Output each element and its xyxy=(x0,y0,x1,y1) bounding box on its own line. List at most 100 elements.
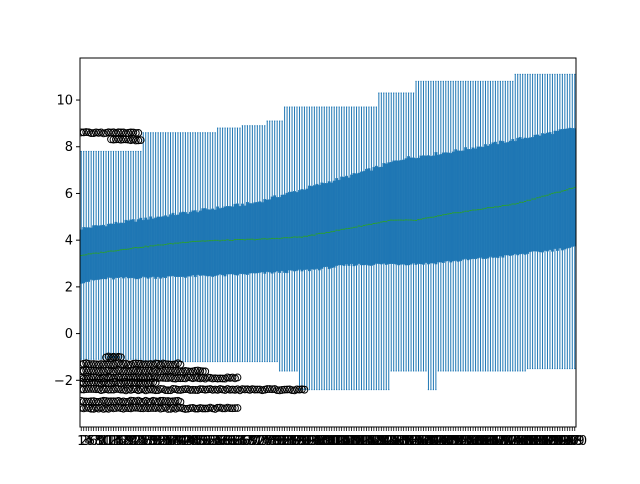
box xyxy=(558,129,562,249)
flier-point xyxy=(226,373,234,382)
flier-point xyxy=(213,403,222,412)
box xyxy=(97,225,100,280)
x-tick-label: 188 xyxy=(533,434,558,449)
x-tick-label: 153 xyxy=(446,434,471,449)
x-tick-label: 36 xyxy=(160,434,177,449)
x-tick-label: 128 xyxy=(384,434,409,449)
box xyxy=(412,157,415,264)
x-tick-label: 173 xyxy=(495,434,520,449)
flier-point xyxy=(134,359,143,368)
box xyxy=(330,182,334,268)
box xyxy=(548,131,552,251)
flier-point xyxy=(94,128,103,137)
box xyxy=(506,142,510,256)
x-tick-label: 71 xyxy=(247,434,264,449)
flier-point xyxy=(293,385,301,394)
flier-point xyxy=(186,386,195,394)
x-tick-label: 42 xyxy=(175,434,192,449)
x-tick-label: 189 xyxy=(535,434,560,449)
box xyxy=(513,140,517,255)
flier-point xyxy=(203,373,212,382)
flier-point xyxy=(208,374,217,383)
box xyxy=(451,151,455,262)
x-tick-label: 43 xyxy=(177,434,194,449)
x-tick-label: 156 xyxy=(453,434,478,449)
box xyxy=(312,185,316,270)
box xyxy=(570,128,574,247)
x-tick-label: 62 xyxy=(224,434,241,449)
box xyxy=(436,154,440,263)
x-tick-label: 152 xyxy=(443,434,468,449)
x-tick-label: 5 xyxy=(87,434,95,449)
x-tick-label: 199 xyxy=(560,434,585,449)
x-tick-label: 46 xyxy=(185,434,202,449)
box xyxy=(429,155,433,264)
x-tick-label: 126 xyxy=(379,434,404,449)
x-tick-label: 78 xyxy=(264,434,281,449)
flier-point xyxy=(84,385,93,393)
x-tick-label: 40 xyxy=(170,434,187,449)
x-tick-label: 200 xyxy=(562,434,587,449)
x-tick-label: 123 xyxy=(371,434,396,449)
flier-point xyxy=(268,385,277,394)
box xyxy=(186,213,190,277)
x-tick-label: 80 xyxy=(269,434,286,449)
flier-point xyxy=(117,385,125,394)
box xyxy=(384,163,388,265)
box xyxy=(151,218,155,277)
box xyxy=(392,160,396,264)
flier-point xyxy=(134,136,143,145)
flier-point xyxy=(126,378,135,387)
box xyxy=(216,206,220,276)
flier-point xyxy=(273,386,282,395)
box xyxy=(275,197,279,272)
x-tick-label: 77 xyxy=(261,434,278,449)
x-tick-label: 98 xyxy=(314,434,331,449)
x-tick-label: 81 xyxy=(271,434,288,449)
x-tick-label: 105 xyxy=(327,434,352,449)
x-tick-label: 61 xyxy=(222,434,239,449)
x-tick-label: 183 xyxy=(520,434,545,449)
x-tick-label: 86 xyxy=(284,434,301,449)
flier-point xyxy=(87,374,96,382)
x-tick-label: 56 xyxy=(209,434,226,449)
x-tick-label: 27 xyxy=(137,434,154,449)
flier-point xyxy=(174,385,182,394)
x-tick-label: 137 xyxy=(406,434,431,449)
box xyxy=(521,138,525,254)
x-tick-label: 52 xyxy=(199,434,216,449)
flier-point xyxy=(183,373,192,382)
axes-frame xyxy=(79,57,577,428)
box xyxy=(536,134,539,252)
x-tick-label: 99 xyxy=(316,434,333,449)
x-tick-label: 41 xyxy=(172,434,189,449)
box xyxy=(414,158,418,265)
flier-point xyxy=(233,373,242,382)
box xyxy=(409,157,413,265)
box xyxy=(337,179,341,266)
flier-point xyxy=(159,373,167,382)
x-tick-label: 185 xyxy=(525,434,550,449)
box xyxy=(538,135,542,253)
box xyxy=(556,130,559,251)
flier-point xyxy=(131,403,140,412)
box xyxy=(112,223,115,280)
flier-point xyxy=(89,385,98,393)
box xyxy=(471,147,475,259)
x-tick-label: 6 xyxy=(89,434,97,449)
x-tick-label: 55 xyxy=(207,434,224,449)
x-tick-label: 172 xyxy=(493,434,518,449)
box xyxy=(335,178,339,266)
x-tick-label: 195 xyxy=(550,434,575,449)
x-tick-label: 118 xyxy=(359,434,384,449)
box xyxy=(441,152,445,264)
box xyxy=(325,183,329,267)
box xyxy=(134,221,138,280)
box xyxy=(404,158,408,266)
box xyxy=(260,202,264,273)
x-tick-label: 11 xyxy=(98,434,115,449)
x-tick-label: 76 xyxy=(259,434,276,449)
box xyxy=(198,210,202,276)
box xyxy=(496,144,500,259)
